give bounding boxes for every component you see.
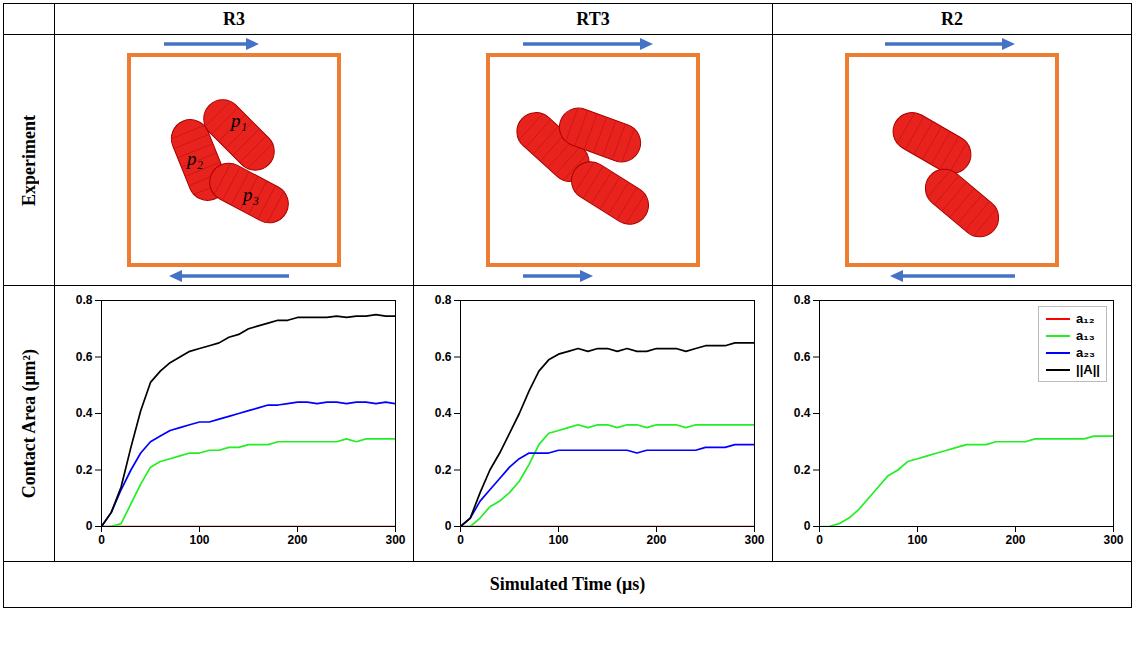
html-text:RT3: RT3	[576, 8, 610, 29]
svg-text:0.4: 0.4	[435, 406, 452, 420]
html-text:Contact Area (μm²): Contact Area (μm²)	[18, 348, 39, 499]
html-text:R2: R2	[941, 8, 963, 29]
svg-text:0: 0	[86, 519, 93, 533]
svg-text:0.8: 0.8	[794, 293, 811, 307]
svg-text:0.4: 0.4	[794, 406, 811, 420]
svg-text:100: 100	[548, 533, 568, 547]
svg-text:300: 300	[385, 533, 405, 547]
svg-text:200: 200	[287, 533, 307, 547]
html-text:Simulated Time (μs): Simulated Time (μs)	[489, 574, 646, 594]
svg-text:0.8: 0.8	[435, 293, 452, 307]
svg-text:0: 0	[804, 519, 811, 533]
svg-text:0: 0	[457, 533, 464, 547]
svg-text:200: 200	[646, 533, 666, 547]
svg-text:300: 300	[1103, 533, 1123, 547]
html-text:R3: R3	[223, 8, 245, 29]
svg-text:0.6: 0.6	[435, 350, 452, 364]
svg-text:0: 0	[98, 533, 105, 547]
svg-text:0.4: 0.4	[76, 406, 93, 420]
svg-text:0: 0	[816, 533, 823, 547]
svg-text:0.6: 0.6	[76, 350, 93, 364]
svg-text:p₂: p₂	[185, 148, 204, 169]
svg-text:0: 0	[445, 519, 452, 533]
html-text:a₂₃: a₂₃	[1076, 345, 1096, 360]
svg-text:p₁: p₁	[229, 110, 247, 131]
svg-text:p₃: p₃	[241, 184, 259, 205]
svg-text:100: 100	[907, 533, 927, 547]
svg-text:0.8: 0.8	[76, 293, 93, 307]
html-text:||A||: ||A||	[1076, 362, 1100, 377]
html-text:a₁₂: a₁₂	[1076, 311, 1095, 326]
svg-text:100: 100	[189, 533, 209, 547]
svg-text:0.2: 0.2	[794, 463, 811, 477]
svg-text:300: 300	[744, 533, 764, 547]
svg-text:200: 200	[1005, 533, 1025, 547]
svg-text:0.2: 0.2	[435, 463, 452, 477]
html-text:Experiment: Experiment	[18, 114, 39, 206]
svg-text:0.6: 0.6	[794, 350, 811, 364]
html-text:a₁₃: a₁₃	[1076, 328, 1095, 343]
svg-text:0.2: 0.2	[76, 463, 93, 477]
